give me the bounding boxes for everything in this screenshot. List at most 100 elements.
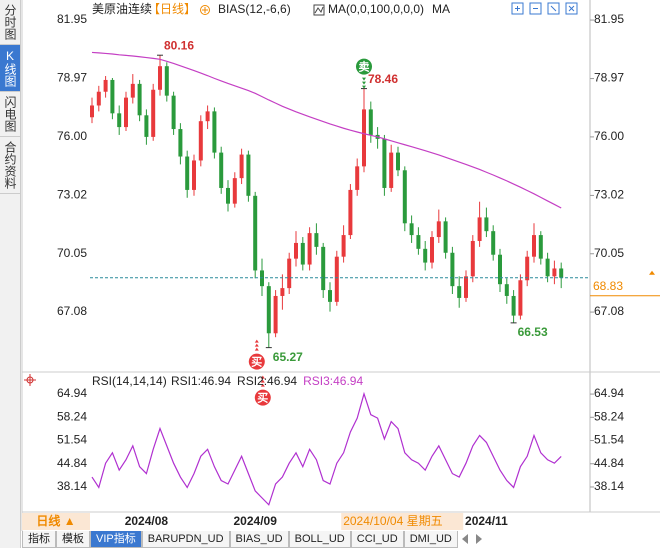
candle-body xyxy=(423,248,428,263)
rsi-legend: RSI3:46.94 xyxy=(303,374,363,388)
candle-body xyxy=(96,91,101,106)
candle-body xyxy=(484,217,489,232)
candle-body xyxy=(300,242,305,265)
sidebar-tab[interactable]: 分时图 xyxy=(0,0,20,45)
y-tick-label: 73.02 xyxy=(57,188,87,202)
signal-arrow xyxy=(254,339,259,343)
sidebar-tab[interactable]: 合约资料 xyxy=(0,137,20,194)
y-tick-label: 64.94 xyxy=(594,386,624,400)
rsi-legend: RSI2:46.94 xyxy=(237,374,297,388)
candle-body xyxy=(341,235,346,257)
y-tick-label: 38.14 xyxy=(594,479,624,493)
indicator: BIAS(12,-6,6) xyxy=(218,2,291,16)
signal-arrow xyxy=(362,81,366,85)
candle-body xyxy=(287,258,292,289)
toolbar-tab[interactable]: 指标 xyxy=(22,531,56,548)
signal-arrow xyxy=(260,375,265,379)
candle-body xyxy=(117,113,122,128)
toolbar: 指标 模板 VIP指标 BARUPDN_UD BIAS_UD BOLL_UD CCI_UD D… xyxy=(22,531,458,548)
candle-body xyxy=(294,242,298,259)
signal-arrow xyxy=(260,383,265,387)
rsi-icon[interactable] xyxy=(24,374,36,386)
candle-body xyxy=(532,235,536,257)
y-tick-label: 70.05 xyxy=(594,246,624,260)
signal-arrow xyxy=(260,379,265,383)
candle-body xyxy=(246,154,251,196)
candle-body xyxy=(368,109,373,135)
candle-body xyxy=(137,83,142,116)
candle-body xyxy=(103,79,108,92)
candle-body xyxy=(90,105,94,118)
extreme-label: 66.53 xyxy=(518,325,548,339)
y-tick-label: 58.24 xyxy=(57,409,87,423)
toolbar-tab[interactable]: VIP指标 xyxy=(90,531,142,548)
candle-body xyxy=(362,109,366,167)
candle-body xyxy=(470,240,475,277)
y-tick-label: 44.84 xyxy=(594,456,624,470)
sidebar-tab[interactable]: 闪电图 xyxy=(0,92,20,137)
candle-body xyxy=(464,276,468,298)
y-tick-label: 76.00 xyxy=(57,129,87,143)
toolbar-tab[interactable]: BOLL_UD xyxy=(288,531,351,548)
candle-body xyxy=(491,231,496,255)
candle-body xyxy=(334,256,339,302)
add-icon[interactable] xyxy=(200,5,210,15)
candle-body xyxy=(498,254,502,285)
signal-label: 买 xyxy=(251,356,262,369)
signal-arrow xyxy=(254,347,259,351)
toolbar-tab[interactable]: BIAS_UD xyxy=(229,531,289,548)
ma-icon[interactable] xyxy=(313,4,325,16)
rsi-legend: RSI1:46.94 xyxy=(171,374,231,388)
candle-body xyxy=(389,152,394,188)
signal-badge xyxy=(248,353,265,370)
candle-body xyxy=(314,233,319,247)
y-tick-label: 38.14 xyxy=(57,479,87,493)
candle-body xyxy=(436,221,441,238)
window-icons[interactable] xyxy=(511,2,578,15)
candle-body xyxy=(511,295,516,316)
candle-body xyxy=(151,89,156,137)
candle-body xyxy=(525,256,530,281)
candle-body xyxy=(450,252,455,287)
y-tick-label: 81.95 xyxy=(594,12,624,26)
y-tick-label: 51.54 xyxy=(57,433,87,447)
candle-body xyxy=(545,258,550,277)
x-tick-label: 2024/08 xyxy=(125,514,169,528)
y-tick-label: 67.08 xyxy=(57,304,87,318)
period-button[interactable]: 日线 ▲ xyxy=(36,513,75,528)
cursor-date-bg xyxy=(341,513,464,530)
y-tick-label: 44.84 xyxy=(57,456,87,470)
scroll-arrows[interactable] xyxy=(458,531,488,548)
candle-body xyxy=(402,170,407,224)
candle-body xyxy=(559,268,564,278)
candle-body xyxy=(130,83,135,98)
candle-body xyxy=(144,115,149,137)
toolbar-tab[interactable]: CCI_UD xyxy=(350,531,404,548)
last-price-arrow xyxy=(649,270,655,275)
candle-body xyxy=(198,121,203,161)
signal-badge xyxy=(254,389,271,406)
candle-body xyxy=(477,217,482,241)
signal-arrow xyxy=(362,85,366,89)
candle-body xyxy=(328,290,332,302)
toolbar-tab[interactable]: 模板 xyxy=(56,531,90,548)
y-tick-label: 70.05 xyxy=(57,246,87,260)
period-button-bg[interactable] xyxy=(22,513,90,530)
candle-body xyxy=(171,95,176,130)
candle-body xyxy=(348,189,353,236)
candle-body xyxy=(409,223,414,236)
candle-body xyxy=(321,246,326,291)
toolbar-tab[interactable]: BARUPDN_UD xyxy=(141,531,230,548)
signal-label: 卖 xyxy=(359,59,370,73)
sidebar-tab[interactable]: K线图 xyxy=(0,45,20,92)
toolbar-tab[interactable]: DMI_UD xyxy=(403,531,458,548)
candle-body xyxy=(552,268,557,277)
signal-label: 买 xyxy=(257,392,268,405)
y-tick-label: 64.94 xyxy=(57,386,87,400)
signal-arrow xyxy=(362,77,366,81)
y-tick-label: 78.97 xyxy=(57,71,87,85)
chart-title: 美原油连续 xyxy=(92,1,152,16)
signal-badge xyxy=(356,58,372,75)
extreme-label: 65.27 xyxy=(273,350,303,364)
indicator: MA(0,0,100,0,0,0) xyxy=(328,2,424,16)
